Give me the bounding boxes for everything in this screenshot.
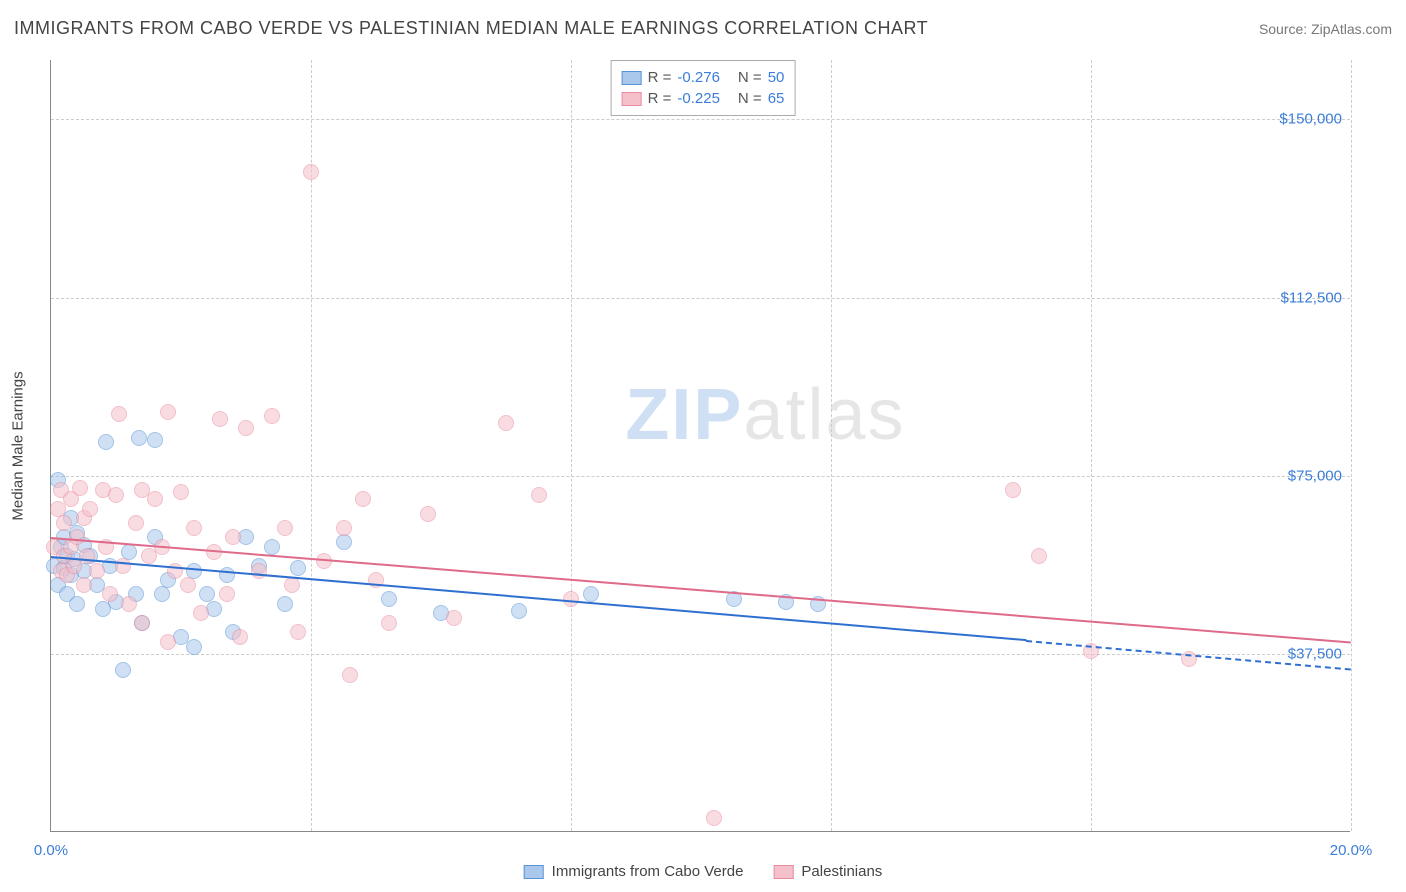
scatter-point	[336, 520, 352, 536]
scatter-point	[498, 415, 514, 431]
scatter-point	[79, 548, 95, 564]
scatter-point	[1031, 548, 1047, 564]
legend-swatch	[622, 71, 642, 85]
legend-swatch	[524, 865, 544, 879]
scatter-point	[128, 515, 144, 531]
legend-n-label: N =	[738, 69, 762, 86]
scatter-point	[219, 586, 235, 602]
scatter-point	[131, 430, 147, 446]
trend-line	[51, 556, 1026, 641]
legend-r-label: R =	[648, 90, 672, 107]
scatter-plot: ZIPatlas $37,500$75,000$112,500$150,0000…	[50, 60, 1350, 832]
scatter-point	[303, 164, 319, 180]
gridline-vertical	[1091, 60, 1092, 831]
scatter-point	[82, 501, 98, 517]
scatter-point	[147, 491, 163, 507]
scatter-point	[98, 434, 114, 450]
scatter-point	[160, 634, 176, 650]
legend-item: Palestinians	[773, 863, 882, 880]
scatter-point	[186, 520, 202, 536]
scatter-point	[277, 596, 293, 612]
scatter-point	[1005, 482, 1021, 498]
gridline-horizontal	[51, 119, 1350, 120]
scatter-point	[284, 577, 300, 593]
scatter-point	[108, 487, 124, 503]
scatter-point	[76, 577, 92, 593]
gridline-horizontal	[51, 476, 1350, 477]
scatter-point	[115, 558, 131, 574]
legend-n-label: N =	[738, 90, 762, 107]
scatter-point	[225, 529, 241, 545]
series-legend: Immigrants from Cabo Verde Palestinians	[524, 863, 883, 880]
legend-label: Palestinians	[801, 863, 882, 880]
y-tick-label: $112,500	[1281, 289, 1342, 306]
legend-n-value: 50	[768, 69, 785, 86]
scatter-point	[160, 404, 176, 420]
y-tick-label: $150,000	[1279, 111, 1342, 128]
scatter-point	[336, 534, 352, 550]
trend-line	[51, 537, 1351, 644]
scatter-point	[420, 506, 436, 522]
scatter-point	[173, 484, 189, 500]
legend-item: Immigrants from Cabo Verde	[524, 863, 744, 880]
scatter-point	[381, 615, 397, 631]
scatter-point	[180, 577, 196, 593]
y-tick-label: $75,000	[1288, 467, 1342, 484]
scatter-point	[381, 591, 397, 607]
scatter-point	[290, 624, 306, 640]
legend-label: Immigrants from Cabo Verde	[552, 863, 744, 880]
scatter-point	[154, 586, 170, 602]
correlation-legend: R = -0.276 N = 50 R = -0.225 N = 65	[611, 60, 796, 116]
scatter-point	[264, 539, 280, 555]
legend-r-value: -0.225	[677, 90, 720, 107]
x-tick-label: 0.0%	[34, 842, 68, 859]
gridline-vertical	[571, 60, 572, 831]
legend-row: R = -0.225 N = 65	[622, 88, 785, 109]
scatter-point	[446, 610, 462, 626]
watermark: ZIPatlas	[625, 374, 905, 456]
scatter-point	[102, 586, 118, 602]
gridline-vertical	[831, 60, 832, 831]
x-tick-label: 20.0%	[1330, 842, 1373, 859]
scatter-point	[277, 520, 293, 536]
gridline-horizontal	[51, 654, 1350, 655]
scatter-point	[134, 615, 150, 631]
scatter-point	[511, 603, 527, 619]
scatter-point	[121, 596, 137, 612]
source-attribution: Source: ZipAtlas.com	[1259, 21, 1392, 37]
chart-title: IMMIGRANTS FROM CABO VERDE VS PALESTINIA…	[14, 18, 928, 39]
scatter-point	[186, 639, 202, 655]
scatter-point	[193, 605, 209, 621]
scatter-point	[290, 560, 306, 576]
scatter-point	[147, 432, 163, 448]
legend-row: R = -0.276 N = 50	[622, 67, 785, 88]
legend-swatch	[773, 865, 793, 879]
y-tick-label: $37,500	[1288, 645, 1342, 662]
scatter-point	[89, 563, 105, 579]
scatter-point	[583, 586, 599, 602]
scatter-point	[111, 406, 127, 422]
scatter-point	[264, 408, 280, 424]
scatter-point	[342, 667, 358, 683]
scatter-point	[69, 596, 85, 612]
scatter-point	[69, 529, 85, 545]
legend-n-value: 65	[768, 90, 785, 107]
gridline-horizontal	[51, 298, 1350, 299]
legend-r-value: -0.276	[677, 69, 720, 86]
y-axis-label: Median Male Earnings	[10, 371, 27, 520]
scatter-point	[72, 480, 88, 496]
scatter-point	[238, 420, 254, 436]
scatter-point	[531, 487, 547, 503]
scatter-point	[706, 810, 722, 826]
scatter-point	[232, 629, 248, 645]
legend-swatch	[622, 92, 642, 106]
scatter-point	[115, 662, 131, 678]
scatter-point	[56, 515, 72, 531]
scatter-point	[212, 411, 228, 427]
gridline-vertical	[1351, 60, 1352, 831]
scatter-point	[355, 491, 371, 507]
header: IMMIGRANTS FROM CABO VERDE VS PALESTINIA…	[14, 18, 1392, 39]
legend-r-label: R =	[648, 69, 672, 86]
